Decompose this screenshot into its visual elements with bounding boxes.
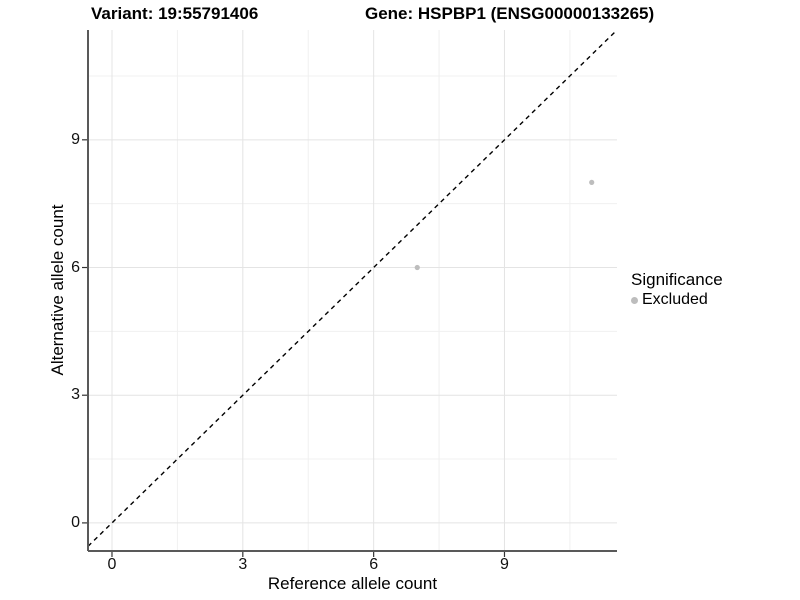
x-tick-label: 0 — [107, 556, 117, 573]
gene-title: Gene: HSPBP1 (ENSG00000133265) — [365, 4, 655, 23]
plot-canvas — [82, 29, 618, 557]
y-tick-label: 3 — [71, 386, 80, 404]
y-axis-title: Alternative allele count — [48, 204, 67, 376]
identity-dashed-line — [87, 29, 618, 547]
variant-title: Variant: 19:55791406 — [91, 4, 259, 23]
plot-panel — [82, 29, 618, 557]
excluded-point-icon — [631, 296, 638, 304]
legend-entry-excluded: Excluded — [631, 291, 723, 309]
y-tick-label: 0 — [71, 513, 80, 531]
y-tick-label: 9 — [71, 130, 80, 148]
y-tick-label: 6 — [71, 258, 80, 276]
legend: Significance Excluded — [631, 270, 723, 309]
x-axis-title: Reference allele count — [267, 574, 438, 593]
data-point — [414, 264, 420, 271]
x-tick-label: 6 — [369, 556, 379, 573]
x-tick-label: 3 — [238, 556, 248, 573]
legend-entry-label: Excluded — [642, 291, 708, 308]
legend-title: Significance — [631, 270, 723, 289]
data-point — [589, 179, 595, 185]
x-tick-label: 9 — [500, 556, 509, 573]
